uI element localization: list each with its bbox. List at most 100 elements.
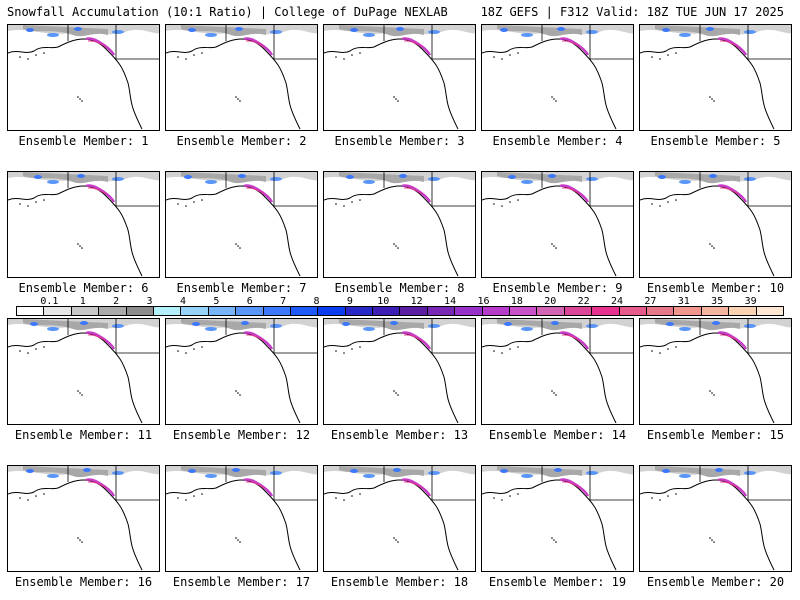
colorbar-swatch — [674, 307, 702, 315]
ensemble-member-label: Ensemble Member: 11 — [14, 428, 153, 442]
map-image — [8, 319, 159, 424]
map-image — [166, 25, 317, 130]
ensemble-member-label: Ensemble Member: 16 — [14, 575, 153, 589]
colorbar-swatch — [153, 307, 182, 315]
ensemble-member-map-16 — [7, 465, 160, 572]
colorbar-tick-label: 3 — [146, 296, 153, 307]
colorbar-tick-label: 9 — [346, 296, 353, 307]
ensemble-member-map-10 — [639, 171, 792, 278]
ensemble-member-label: Ensemble Member: 6 — [18, 281, 149, 295]
colorbar-swatch — [400, 307, 428, 315]
ensemble-member-map-17 — [165, 465, 318, 572]
colorbar-tick-label: 20 — [544, 296, 557, 307]
run-valid-time: 18Z GEFS | F312 Valid: 18Z TUE JUN 17 20… — [480, 5, 784, 19]
map-image — [482, 466, 633, 571]
colorbar-swatch — [208, 307, 237, 315]
ensemble-member-label: Ensemble Member: 19 — [488, 575, 627, 589]
colorbar-swatch — [99, 307, 127, 315]
ensemble-member-label: Ensemble Member: 17 — [172, 575, 311, 589]
colorbar-swatch — [701, 307, 730, 315]
ensemble-member-map-8 — [323, 171, 476, 278]
colorbar-tick-label: 7 — [280, 296, 287, 307]
map-image — [482, 319, 633, 424]
ensemble-member-map-3 — [323, 24, 476, 131]
colorbar-swatch — [126, 307, 154, 315]
ensemble-member-map-9 — [481, 171, 634, 278]
colorbar-swatch — [756, 307, 783, 315]
colorbar-swatch — [510, 307, 538, 315]
colorbar-tick-label: 22 — [577, 296, 590, 307]
ensemble-member-map-5 — [639, 24, 792, 131]
ensemble-member-label: Ensemble Member: 15 — [646, 428, 785, 442]
map-image — [166, 466, 317, 571]
map-image — [8, 172, 159, 277]
ensemble-member-map-6 — [7, 171, 160, 278]
ensemble-member-label: Ensemble Member: 1 — [18, 134, 149, 148]
snowfall-colorbar — [16, 306, 784, 316]
map-image — [482, 172, 633, 277]
ensemble-member-label: Ensemble Member: 3 — [334, 134, 465, 148]
ensemble-member-map-1 — [7, 24, 160, 131]
map-image — [324, 319, 475, 424]
ensemble-member-label: Ensemble Member: 8 — [334, 281, 465, 295]
ensemble-member-map-15 — [639, 318, 792, 425]
map-image — [8, 466, 159, 571]
colorbar-swatch — [564, 307, 593, 315]
map-image — [324, 466, 475, 571]
ensemble-member-map-20 — [639, 465, 792, 572]
ensemble-member-label: Ensemble Member: 2 — [176, 134, 307, 148]
ensemble-member-label: Ensemble Member: 14 — [488, 428, 627, 442]
colorbar-swatch — [345, 307, 374, 315]
colorbar-swatch — [482, 307, 511, 315]
ensemble-member-label: Ensemble Member: 7 — [176, 281, 307, 295]
figure-title: Snowfall Accumulation (10:1 Ratio) | Col… — [7, 5, 448, 19]
colorbar-swatch — [373, 307, 401, 315]
map-image — [640, 172, 791, 277]
ensemble-member-label: Ensemble Member: 4 — [492, 134, 623, 148]
colorbar-tick-label: 10 — [377, 296, 390, 307]
ensemble-member-map-13 — [323, 318, 476, 425]
ensemble-member-label: Ensemble Member: 10 — [646, 281, 785, 295]
colorbar-tick-label: 4 — [179, 296, 186, 307]
colorbar-tick-label: 6 — [246, 296, 253, 307]
ensemble-member-map-4 — [481, 24, 634, 131]
ensemble-member-map-7 — [165, 171, 318, 278]
ensemble-member-label: Ensemble Member: 9 — [492, 281, 623, 295]
map-image — [640, 25, 791, 130]
ensemble-member-map-18 — [323, 465, 476, 572]
ensemble-member-map-11 — [7, 318, 160, 425]
colorbar-tick-label: 2 — [113, 296, 120, 307]
colorbar-swatch — [537, 307, 565, 315]
colorbar-tick-label: 0.1 — [40, 296, 59, 307]
map-image — [166, 172, 317, 277]
colorbar-swatch — [44, 307, 72, 315]
ensemble-member-map-19 — [481, 465, 634, 572]
map-image — [324, 172, 475, 277]
colorbar-tick-label: 39 — [744, 296, 757, 307]
colorbar-tick-label: 24 — [611, 296, 624, 307]
ensemble-member-label: Ensemble Member: 5 — [650, 134, 781, 148]
map-image — [640, 466, 791, 571]
colorbar-swatch — [455, 307, 483, 315]
map-image — [8, 25, 159, 130]
map-image — [482, 25, 633, 130]
colorbar-swatch — [318, 307, 346, 315]
colorbar-swatch — [263, 307, 291, 315]
colorbar-swatch — [646, 307, 675, 315]
colorbar-tick-label: 18 — [510, 296, 523, 307]
colorbar-swatch — [236, 307, 264, 315]
colorbar-swatch — [729, 307, 757, 315]
map-image — [166, 319, 317, 424]
ensemble-member-label: Ensemble Member: 13 — [330, 428, 469, 442]
colorbar-swatch — [290, 307, 319, 315]
colorbar-swatch — [17, 307, 45, 315]
ensemble-member-map-2 — [165, 24, 318, 131]
ensemble-member-map-12 — [165, 318, 318, 425]
ensemble-member-map-14 — [481, 318, 634, 425]
colorbar-swatch — [181, 307, 209, 315]
colorbar-tick-label: 35 — [711, 296, 724, 307]
colorbar-tick-label: 16 — [477, 296, 490, 307]
colorbar-tick-label: 8 — [313, 296, 320, 307]
map-image — [324, 25, 475, 130]
colorbar-swatch — [427, 307, 456, 315]
